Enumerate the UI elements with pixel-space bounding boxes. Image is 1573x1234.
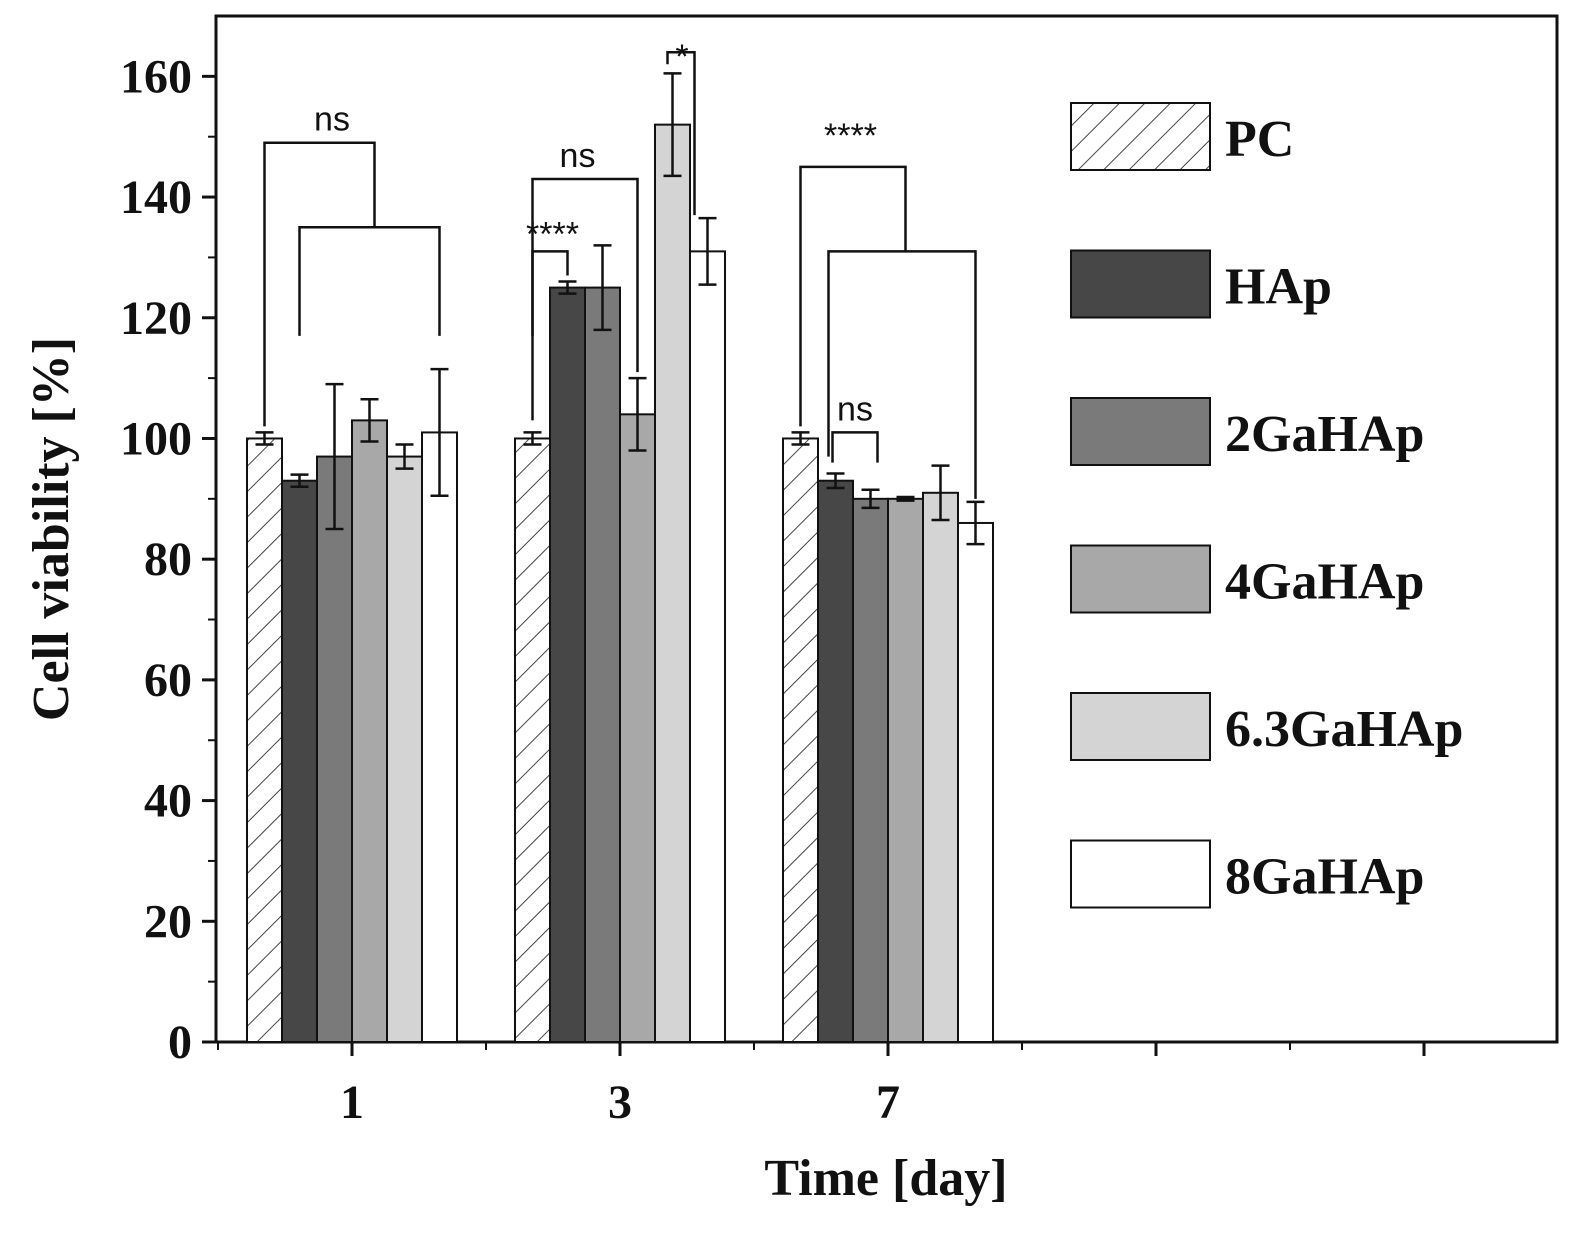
legend-swatch-PC [1070,102,1211,171]
y-axis: 0 20 40 60 80 100 120 140 160 [120,50,216,1069]
y-tick-label: 120 [120,292,192,345]
bar-8GaHAp-day-1 [421,431,458,1043]
y-tick-label: 80 [144,533,192,586]
bracket-day7-outer [799,165,907,427]
bar-6.3GaHAp-day-3 [654,123,691,1043]
x-tick-label: 1 [340,1076,364,1129]
bar-2GaHAp-day-7 [852,497,889,1043]
y-tick-label: 160 [120,50,192,103]
bar-PC-day-1 [246,437,283,1043]
bar-PC-day-3 [514,437,551,1043]
legend-label-6.3GaHAp: 6.3GaHAp [1225,701,1463,758]
legend-label-HAp: HAp [1225,259,1332,316]
legend-label-8GaHAp: 8GaHAp [1225,849,1424,906]
bars [246,123,994,1044]
sig-label-day1-ns: ns [314,101,350,139]
bar-HAp-day-7 [817,479,854,1043]
legend: PC HAp 2GaHAp 4GaHAp 6.3GaHAp 8GaHAp [1070,102,1463,909]
y-tick-label: 60 [144,654,192,707]
y-tick-label: 100 [120,412,192,465]
y-tick-label: 0 [168,1016,192,1069]
bar-6.3GaHAp-day-1 [386,455,423,1043]
sig-label-day3-ns: ns [560,137,596,175]
bar-4GaHAp-day-1 [351,419,388,1044]
bracket-day3-star [666,50,696,216]
sig-label-day7-ns: ns [837,390,873,428]
legend-swatch-HAp [1070,249,1211,319]
legend-swatch-6.3GaHAp [1070,692,1211,761]
bracket-day7-ns [831,431,879,463]
legend-label-2GaHAp: 2GaHAp [1225,406,1424,463]
sig-label-day3-star: * [675,38,688,76]
y-tick-label: 20 [144,895,192,948]
legend-swatch-4GaHAp [1070,544,1211,614]
x-tick-label: 7 [876,1076,900,1129]
y-tick-label: 140 [120,171,192,224]
significance-annotations: ns****ns*****ns [263,38,977,499]
bar-8GaHAp-day-7 [957,521,994,1043]
y-axis-title: Cell viability [%] [23,337,80,721]
bracket-day1-outer [263,141,376,427]
bar-HAp-day-1 [281,479,318,1043]
x-axis: 1 3 7 [217,1042,1426,1129]
bar-HAp-day-3 [549,286,586,1043]
bar-8GaHAp-day-3 [689,250,726,1043]
bar-2GaHAp-day-3 [584,286,621,1043]
legend-swatch-2GaHAp [1070,397,1211,466]
x-tick-label: 3 [608,1076,632,1129]
sig-label-day7-outer: **** [824,117,877,155]
legend-label-PC: PC [1225,111,1294,168]
legend-label-4GaHAp: 4GaHAp [1225,554,1424,611]
bar-4GaHAp-day-7 [887,497,924,1043]
bracket-day1-inner [298,225,441,336]
bracket-day3-ns [531,177,639,421]
bar-6.3GaHAp-day-7 [922,491,959,1044]
error-bars [255,72,985,546]
legend-swatch-8GaHAp [1070,839,1211,909]
sig-label-day3-pc-hap: **** [526,215,579,253]
bracket-day7-inner [827,250,977,499]
bar-4GaHAp-day-3 [619,413,656,1043]
bar-2GaHAp-day-1 [316,455,353,1043]
bar-PC-day-7 [782,437,819,1043]
x-axis-title: Time [day] [764,1150,1007,1207]
y-tick-label: 40 [144,775,192,828]
